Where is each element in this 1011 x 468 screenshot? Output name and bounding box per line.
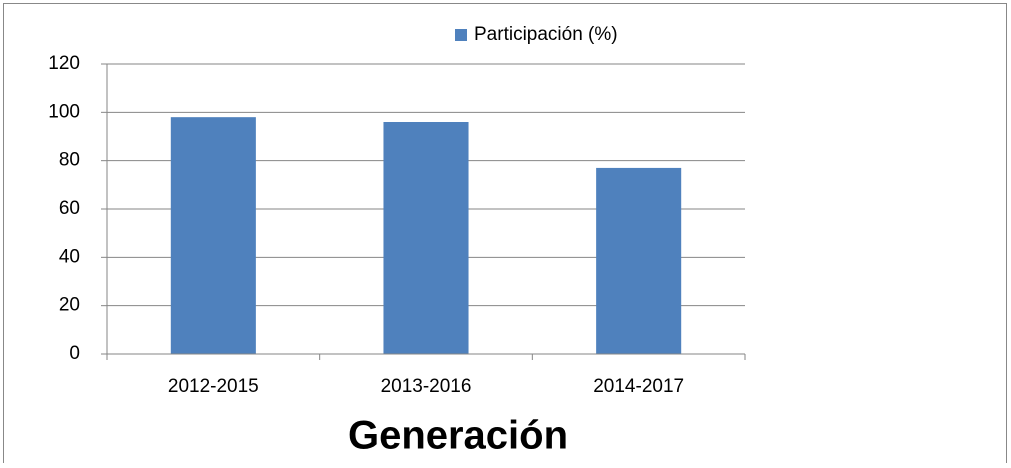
legend-swatch xyxy=(455,29,467,41)
bar xyxy=(596,167,682,354)
chart-border xyxy=(3,3,1007,468)
y-tick-label: 60 xyxy=(59,198,80,219)
x-axis-title: Generación xyxy=(348,414,568,458)
x-tick-label: 2013-2016 xyxy=(381,376,472,397)
x-tick-label: 2012-2015 xyxy=(168,376,259,397)
y-tick-label: 20 xyxy=(59,295,80,316)
bar xyxy=(383,122,469,354)
y-tick-label: 80 xyxy=(59,150,80,171)
y-tick-label: 40 xyxy=(59,246,80,267)
bar xyxy=(170,117,256,355)
legend-label: Participación (%) xyxy=(474,24,618,45)
x-tick-label: 2014-2017 xyxy=(593,376,684,397)
y-tick-label: 0 xyxy=(69,343,80,364)
y-tick-label: 100 xyxy=(48,101,80,122)
y-tick-label: 120 xyxy=(48,53,80,74)
